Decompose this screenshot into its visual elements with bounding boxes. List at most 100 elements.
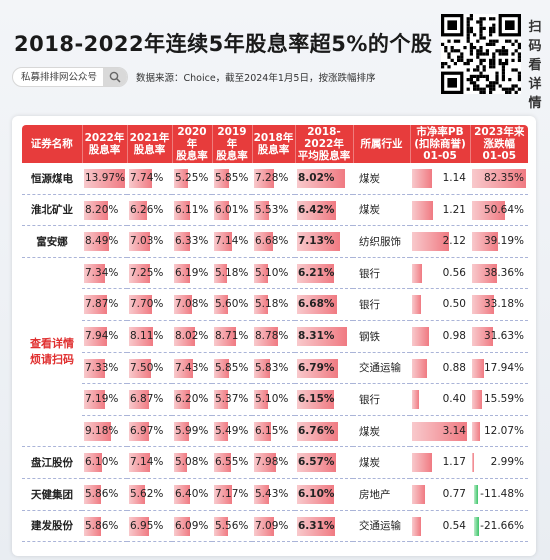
scan-for-details-note[interactable]: 查看详情 烦请扫码 bbox=[22, 257, 82, 448]
cell-y2019: 8.71% bbox=[212, 320, 252, 353]
bar-mark bbox=[214, 169, 230, 188]
bar-mark bbox=[472, 263, 498, 283]
table-row[interactable]: 7.87% 7.70% 7.08% 5.60% 5.18% 6.68% 银行 0.50 33.1… bbox=[22, 288, 528, 321]
scan-hint-char: 扫 bbox=[528, 20, 542, 35]
industry: 房地产 bbox=[353, 478, 410, 511]
bar-mark bbox=[174, 390, 190, 410]
value-label: 50.64% bbox=[483, 203, 524, 216]
value-label: 17.94% bbox=[483, 361, 524, 374]
bar-mark bbox=[129, 326, 153, 346]
value-label: 8.78% bbox=[255, 329, 289, 342]
value-label: 6.68% bbox=[298, 298, 335, 311]
cell-chg: -21.66% bbox=[470, 510, 528, 543]
cell-y2022: 5.86% bbox=[82, 478, 127, 511]
table-row[interactable]: 7.94% 8.11% 8.02% 8.71% 8.78% 8.31% 钢铁 0.98 31.6… bbox=[22, 320, 528, 353]
bar-mark bbox=[84, 453, 102, 473]
qr-code[interactable] bbox=[441, 14, 521, 94]
value-label: 7.08% bbox=[175, 298, 209, 311]
table-row[interactable]: 盘江股份 6.10% 7.14% 5.08% 6.55% 7.98% 6.57% 煤炭 1.17… bbox=[22, 446, 528, 479]
bar-mark bbox=[472, 453, 474, 473]
value-label: 5.43% bbox=[255, 487, 289, 500]
table-row[interactable]: 7.33% 7.50% 7.43% 5.85% 5.83% 6.79% 交通运输 0.88 17… bbox=[22, 352, 528, 385]
industry: 银行 bbox=[353, 257, 410, 290]
qr-code-icon bbox=[441, 14, 521, 94]
cell-y2018: 7.28% bbox=[252, 163, 295, 195]
bar-mark bbox=[472, 390, 483, 410]
value-label: 7.13% bbox=[298, 235, 335, 248]
cell-y2022: 7.94% bbox=[82, 320, 127, 353]
value-label: 5.83% bbox=[255, 361, 289, 374]
cell-y2018: 5.43% bbox=[252, 478, 295, 511]
dividend-table: 证券名称 2022年 股息率 2021年 股息率 2020年 股息率 2019年 股息率 2018… bbox=[22, 125, 528, 543]
table-row[interactable]: 9.18% 6.97% 5.99% 5.49% 6.15% 6.76% 煤炭 3.14 12.0… bbox=[22, 415, 528, 448]
value-label: 2.12 bbox=[442, 235, 466, 248]
value-label: 5.37% bbox=[215, 393, 249, 406]
bar-mark bbox=[214, 200, 230, 220]
value-label: 3.14 bbox=[442, 424, 466, 437]
value-label: 6.55% bbox=[215, 456, 249, 469]
bar-mark bbox=[412, 516, 422, 536]
value-label: 5.86% bbox=[85, 487, 119, 500]
search-button[interactable] bbox=[103, 68, 127, 86]
bar-mark bbox=[412, 232, 450, 252]
value-label: 7.94% bbox=[85, 329, 119, 342]
table-row[interactable]: 查看详情 烦请扫码 7.34% 7.25% 6.19% 5.18% 5.10% 6.21% 银行… bbox=[22, 257, 528, 448]
value-label: 7.25% bbox=[130, 266, 164, 279]
security-name: 淮北矿业 bbox=[22, 194, 82, 227]
bar-mark bbox=[297, 390, 334, 410]
cell-y2019: 5.49% bbox=[212, 415, 252, 448]
table-row[interactable]: 富安娜 8.49% 7.03% 6.33% 7.14% 6.68% 7.13% 纺织服饰 2.1… bbox=[22, 225, 528, 258]
value-label: 5.85% bbox=[215, 172, 249, 184]
value-label: 7.14% bbox=[215, 235, 249, 248]
value-label: 6.26% bbox=[130, 203, 164, 216]
value-label: 7.03% bbox=[130, 235, 164, 248]
value-label: 5.53% bbox=[255, 203, 289, 216]
industry: 银行 bbox=[353, 288, 410, 321]
cell-y2019: 6.55% bbox=[212, 446, 252, 479]
table-row[interactable]: 7.19% 6.87% 6.20% 5.37% 5.10% 6.15% 银行 0.40 15.5… bbox=[22, 383, 528, 416]
cell-y2018: 5.18% bbox=[252, 288, 295, 321]
table-row[interactable]: 建发股份 5.86% 6.95% 6.09% 5.56% 7.09% 6.31% 交通运输 0.… bbox=[22, 510, 528, 543]
cell-y2022: 7.87% bbox=[82, 288, 127, 321]
bar-mark bbox=[297, 358, 338, 378]
table-header-row: 证券名称 2022年 股息率 2021年 股息率 2020年 股息率 2019年 股息率 2018… bbox=[22, 125, 528, 163]
cell-y2018: 5.83% bbox=[252, 352, 295, 385]
bar-mark bbox=[214, 453, 231, 473]
bar-mark bbox=[214, 295, 229, 315]
column-header: 2022年 股息率 bbox=[82, 125, 128, 163]
cell-pb: 0.77 bbox=[410, 478, 470, 511]
value-label: 38.36% bbox=[483, 266, 524, 279]
value-label: 7.28% bbox=[255, 172, 289, 184]
bar-mark bbox=[129, 390, 150, 410]
bar-mark bbox=[84, 358, 106, 378]
security-name: 建发股份 bbox=[22, 510, 82, 543]
cell-y2022: 8.49% bbox=[82, 225, 127, 258]
value-label: 5.60% bbox=[215, 298, 249, 311]
table-row[interactable]: 恒源煤电 13.97% 7.74% 5.25% 5.85% 7.28% 8.02% 煤炭 1.1… bbox=[22, 163, 528, 195]
bar-mark bbox=[129, 232, 150, 252]
cell-avg: 6.76% bbox=[295, 415, 353, 448]
cell-y2018: 7.98% bbox=[252, 446, 295, 479]
cell-y2021: 7.50% bbox=[127, 352, 172, 385]
bar-mark bbox=[254, 326, 279, 346]
value-label: 6.01% bbox=[215, 203, 249, 216]
bar-mark bbox=[254, 516, 274, 536]
table-row[interactable]: 淮北矿业 8.20% 6.26% 6.11% 6.01% 5.53% 6.42% 煤炭 1.21… bbox=[22, 194, 528, 227]
value-label: 5.25% bbox=[175, 172, 209, 184]
value-label: 5.18% bbox=[215, 266, 249, 279]
cell-y2022: 5.86% bbox=[82, 510, 127, 543]
bar-mark bbox=[254, 390, 269, 410]
industry: 煤炭 bbox=[353, 415, 410, 448]
cell-y2022: 9.18% bbox=[82, 415, 127, 448]
column-header: 2023年来 涨跌幅 01-05 bbox=[470, 125, 528, 163]
table-row[interactable]: 天健集团 5.86% 5.62% 6.40% 7.17% 5.43% 6.10% 房地产 0.7… bbox=[22, 478, 528, 511]
value-label: 82.35% bbox=[483, 172, 524, 184]
column-header: 市净率PB (扣除商誉) 01-05 bbox=[410, 125, 471, 163]
source-pill[interactable]: 私募排排网公众号 bbox=[12, 67, 128, 87]
value-label: 0.56 bbox=[442, 266, 466, 279]
bar-mark bbox=[174, 358, 194, 378]
cell-y2021: 7.14% bbox=[127, 446, 172, 479]
value-label: 8.02% bbox=[298, 172, 335, 184]
bar-mark bbox=[412, 263, 422, 283]
value-label: 5.10% bbox=[255, 266, 289, 279]
